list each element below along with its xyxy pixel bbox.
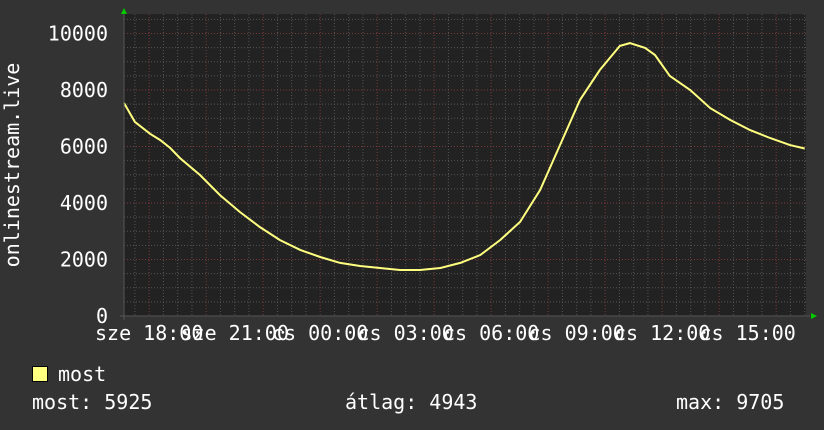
legend-swatch-most bbox=[32, 366, 48, 382]
y-tick-label: 2000 bbox=[60, 248, 108, 272]
y-axis-arrow-icon bbox=[121, 8, 127, 14]
x-tick-label: sze 18:00 bbox=[95, 321, 203, 345]
y-axis-label: onlinestream.live bbox=[0, 63, 24, 268]
grid bbox=[124, 14, 806, 317]
x-axis-arrow-icon bbox=[811, 313, 817, 319]
y-axis: 0 2000 4000 6000 8000 10000 bbox=[48, 22, 108, 329]
y-tick-label: 6000 bbox=[60, 135, 108, 159]
plot-area bbox=[124, 14, 806, 316]
x-tick-label: sze 21:00 bbox=[180, 321, 288, 345]
x-tick-label: cs 12:00 bbox=[614, 321, 710, 345]
y-tick-label: 4000 bbox=[60, 191, 108, 215]
series-line-most bbox=[123, 42, 805, 271]
y-tick-label: 0 bbox=[96, 304, 108, 328]
stat-current: most: 5925 bbox=[32, 390, 153, 414]
x-tick-label: cs 03:00 bbox=[358, 321, 454, 345]
x-tick-label: cs 09:00 bbox=[529, 321, 625, 345]
x-tick-label: cs 00:00 bbox=[272, 321, 368, 345]
legend-label-most: most bbox=[58, 362, 107, 386]
x-tick-label: cs 15:00 bbox=[700, 321, 796, 345]
stat-average: átlag: 4943 bbox=[345, 390, 478, 414]
y-tick-label: 10000 bbox=[48, 22, 108, 46]
stat-max: max: 9705 bbox=[676, 390, 785, 414]
x-tick-label: cs 06:00 bbox=[443, 321, 539, 345]
y-tick-label: 8000 bbox=[60, 78, 108, 102]
